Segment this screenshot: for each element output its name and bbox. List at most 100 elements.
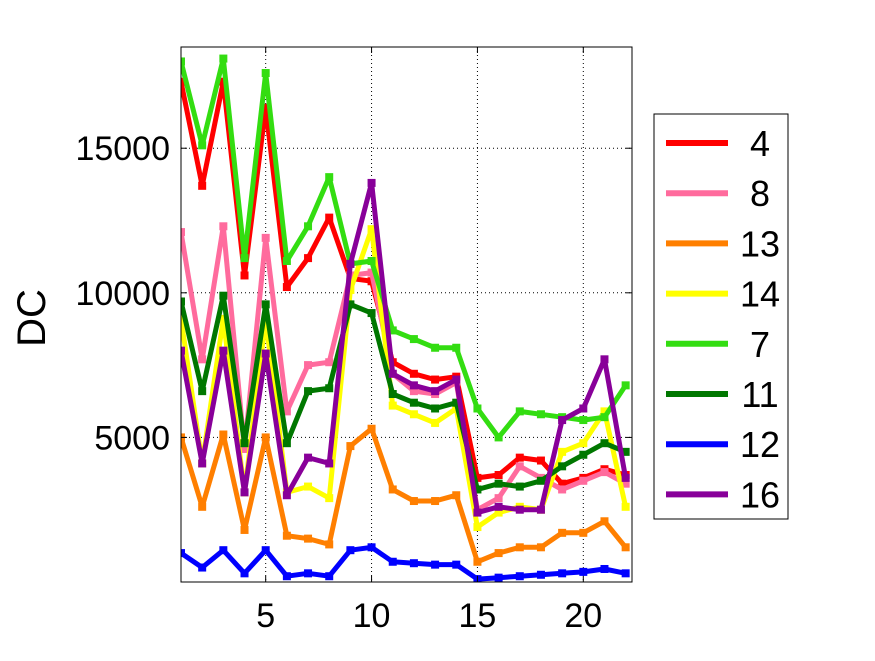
data-point	[452, 375, 461, 384]
data-point	[388, 557, 397, 566]
legend-item: 16	[666, 474, 780, 515]
data-point	[621, 473, 630, 482]
data-point	[431, 418, 440, 427]
data-point	[261, 433, 270, 442]
legend-label: 16	[740, 474, 780, 515]
data-point	[579, 404, 588, 413]
data-point	[240, 488, 249, 497]
data-point	[600, 468, 609, 477]
data-point	[473, 523, 482, 532]
data-point	[304, 254, 313, 263]
data-point	[409, 381, 418, 390]
y-axis-label: DC	[10, 289, 54, 347]
data-point	[621, 543, 630, 552]
data-point	[325, 358, 334, 367]
data-point	[282, 491, 291, 500]
data-point	[600, 413, 609, 422]
data-point	[494, 508, 503, 517]
data-point	[515, 572, 524, 581]
data-point	[198, 387, 207, 396]
data-point	[282, 283, 291, 292]
data-point	[304, 534, 313, 543]
data-point	[325, 213, 334, 222]
legend-label: 11	[741, 374, 778, 415]
data-point	[558, 479, 567, 488]
data-point	[325, 572, 334, 581]
data-point	[431, 560, 440, 569]
series-7	[181, 54, 630, 442]
data-point	[240, 444, 249, 453]
data-point	[621, 479, 630, 488]
data-point	[536, 505, 545, 514]
data-point	[181, 297, 185, 306]
data-point	[600, 439, 609, 448]
data-point	[304, 453, 313, 462]
data-point	[304, 361, 313, 370]
data-point	[621, 502, 630, 511]
data-point	[431, 387, 440, 396]
data-point	[388, 390, 397, 399]
data-point	[536, 456, 545, 465]
data-point	[600, 407, 609, 416]
data-point	[494, 471, 503, 479]
data-point	[621, 447, 630, 456]
data-point	[600, 355, 609, 364]
data-point	[240, 254, 249, 263]
data-point	[325, 459, 334, 468]
data-point	[536, 410, 545, 419]
data-point	[325, 540, 334, 549]
data-point	[304, 482, 313, 491]
data-point	[558, 485, 567, 494]
legend-label: 12	[740, 424, 780, 465]
data-point	[494, 549, 503, 558]
series-layer	[181, 54, 630, 582]
data-point	[346, 300, 355, 309]
data-point	[261, 349, 270, 358]
x-tick-label: 5	[256, 597, 275, 635]
data-point	[473, 508, 482, 517]
y-tick-label: 5000	[94, 419, 170, 457]
data-point	[240, 525, 249, 534]
data-point	[388, 369, 397, 378]
series-line	[181, 426, 629, 565]
data-point	[558, 447, 567, 456]
data-point	[240, 569, 249, 578]
data-point	[600, 564, 609, 573]
data-point	[181, 346, 185, 355]
series-line	[181, 56, 629, 440]
legend-label: 13	[740, 223, 780, 264]
x-tick-label: 15	[459, 597, 497, 635]
legend-item: 11	[666, 374, 779, 415]
series-line	[181, 180, 629, 516]
data-point	[219, 546, 228, 555]
data-point	[198, 459, 207, 468]
data-point	[346, 285, 355, 294]
legend-label: 14	[740, 274, 780, 315]
data-point	[494, 502, 503, 511]
data-point	[219, 54, 228, 63]
data-point	[198, 563, 207, 572]
data-point	[558, 462, 567, 471]
data-point	[325, 173, 334, 182]
data-point	[346, 259, 355, 268]
data-point	[579, 567, 588, 576]
data-point	[473, 473, 482, 482]
data-point	[240, 271, 249, 280]
data-point	[409, 387, 418, 396]
data-point	[515, 505, 524, 514]
data-point	[409, 559, 418, 568]
y-tick-label: 10000	[75, 275, 170, 313]
data-point	[621, 569, 630, 578]
legend-box	[653, 113, 789, 520]
data-point	[181, 549, 185, 558]
data-point	[579, 450, 588, 459]
data-point	[346, 442, 355, 451]
data-point	[282, 531, 291, 540]
data-point	[282, 572, 291, 581]
data-point	[198, 502, 207, 511]
data-point	[536, 476, 545, 485]
data-point	[367, 309, 376, 318]
legend-label: 7	[750, 324, 770, 365]
